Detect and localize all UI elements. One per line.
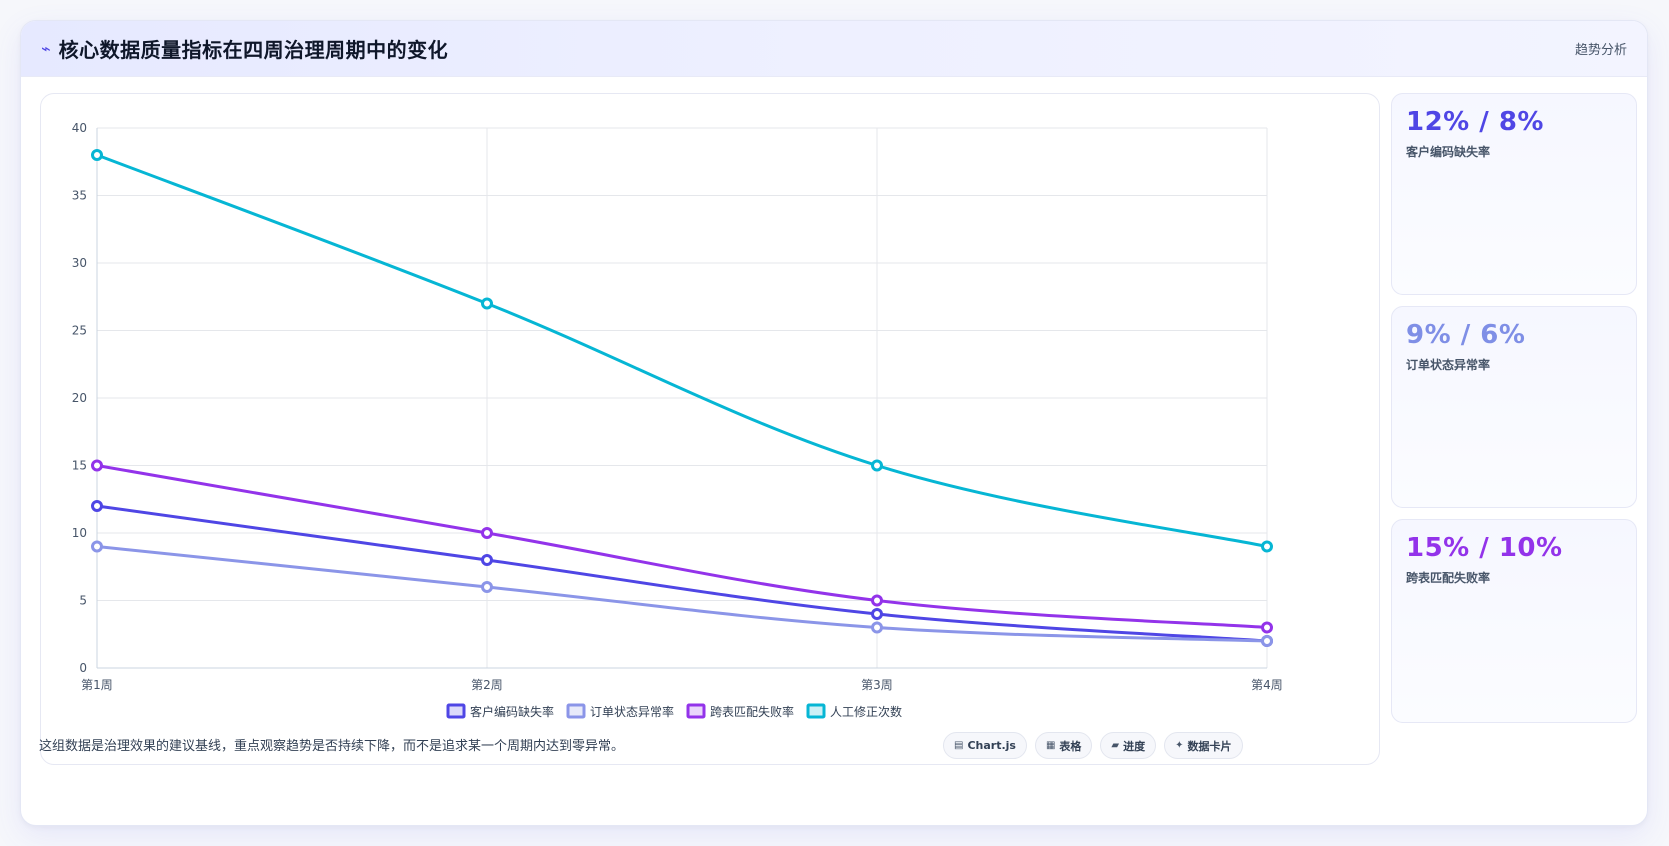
trend-analysis-label[interactable]: 趋势分析 bbox=[1574, 43, 1627, 58]
legend-swatch bbox=[686, 703, 706, 719]
data-point bbox=[481, 297, 493, 310]
y-tick-label: 35 bbox=[72, 189, 87, 203]
y-tick-label: 0 bbox=[79, 661, 87, 675]
progress-icon: ▰ bbox=[1111, 740, 1120, 751]
chip-progress[interactable]: ▰ 进度 bbox=[1100, 732, 1157, 759]
chip-label: Chart.js bbox=[967, 739, 1016, 752]
legend-label: 跨表匹配失败率 bbox=[710, 704, 794, 719]
x-tick-label: 第1周 bbox=[81, 678, 113, 692]
chart-icon: ▤ bbox=[954, 740, 964, 751]
y-tick-label: 30 bbox=[72, 256, 87, 270]
stat-value: 9% / 6% bbox=[1406, 320, 1526, 350]
y-tick-label: 10 bbox=[72, 526, 87, 540]
chart-card: ⌁ 核心数据质量指标在四周治理周期中的变化 趋势分析 0 5 10 15 20 25 30 3… bbox=[20, 20, 1648, 826]
legend-label: 人工修正次数 bbox=[830, 704, 902, 719]
page-title: 核心数据质量指标在四周治理周期中的变化 bbox=[58, 38, 449, 62]
data-point bbox=[91, 500, 103, 512]
x-tick-label: 第2周 bbox=[471, 678, 503, 692]
y-tick-label: 5 bbox=[79, 594, 87, 608]
series-line-1 bbox=[96, 545, 1268, 643]
y-tick-label: 15 bbox=[72, 459, 87, 473]
stat-label: 跨表匹配失败率 bbox=[1406, 570, 1491, 585]
stat-card-cross-table: 15% / 10% 跨表匹配失败率 bbox=[1391, 519, 1637, 723]
stat-label: 客户编码缺失率 bbox=[1406, 144, 1491, 159]
trend-line-icon: ⌁ bbox=[41, 39, 51, 58]
legend-swatch bbox=[566, 703, 586, 719]
x-tick-label: 第4周 bbox=[1251, 678, 1283, 692]
chip-table[interactable]: ▦ 表格 bbox=[1034, 732, 1093, 759]
y-tick-label: 25 bbox=[72, 324, 87, 338]
legend-label: 订单状态异常率 bbox=[590, 704, 674, 719]
legend-label: 客户编码缺失率 bbox=[470, 704, 554, 719]
chip-label: 数据卡片 bbox=[1187, 739, 1232, 753]
stats-column: 12% / 8% 客户编码缺失率 9% / 6% 订单状态异常率 15% / 1… bbox=[1391, 93, 1637, 765]
data-point bbox=[1261, 621, 1273, 634]
series-line-2 bbox=[96, 464, 1268, 629]
card-header: ⌁ 核心数据质量指标在四周治理周期中的变化 趋势分析 bbox=[21, 21, 1647, 77]
data-point bbox=[91, 540, 103, 553]
series-line-0 bbox=[96, 504, 1268, 643]
y-tick-label: 20 bbox=[72, 391, 87, 405]
table-icon: ▦ bbox=[1045, 740, 1056, 751]
data-point bbox=[871, 594, 883, 607]
footer-note: 这组数据是治理效果的建议基线，重点观察趋势是否持续下降，而不是追求某一个周期内达… bbox=[39, 739, 625, 754]
x-tick-label: 第3周 bbox=[861, 678, 893, 692]
chart-panel: 0 5 10 15 20 25 30 35 40 第1周 第2周 第3周 第4周客户编码缺失率 订单状态异… bbox=[40, 93, 1380, 765]
legend-swatch bbox=[806, 703, 826, 719]
data-point bbox=[481, 581, 493, 593]
y-tick-label: 40 bbox=[72, 121, 87, 135]
data-point bbox=[871, 608, 883, 620]
data-point bbox=[91, 149, 103, 161]
stat-card-order-status: 9% / 6% 订单状态异常率 bbox=[1391, 306, 1637, 508]
chip-row: ▤ Chart.js ▦ 表格 ▰ 进度 ✦ 数据卡片 bbox=[943, 732, 1243, 759]
series-line-3 bbox=[96, 153, 1268, 548]
data-point bbox=[871, 459, 883, 472]
stat-label: 订单状态异常率 bbox=[1406, 357, 1491, 372]
chip-label: 进度 bbox=[1123, 739, 1146, 753]
chip-data-card[interactable]: ✦ 数据卡片 bbox=[1164, 732, 1243, 759]
chip-label: 表格 bbox=[1059, 739, 1082, 753]
data-point bbox=[871, 621, 883, 634]
data-point bbox=[481, 527, 493, 539]
sparkle-icon: ✦ bbox=[1175, 740, 1184, 751]
stat-card-customer-code: 12% / 8% 客户编码缺失率 bbox=[1391, 93, 1637, 295]
stat-value: 12% / 8% bbox=[1406, 107, 1544, 137]
legend-swatch bbox=[446, 703, 466, 719]
data-point bbox=[1261, 540, 1273, 553]
chip-chartjs[interactable]: ▤ Chart.js bbox=[943, 732, 1027, 759]
stat-value: 15% / 10% bbox=[1406, 533, 1563, 563]
data-point bbox=[481, 554, 493, 566]
data-point bbox=[1261, 635, 1273, 647]
data-point bbox=[91, 459, 103, 472]
